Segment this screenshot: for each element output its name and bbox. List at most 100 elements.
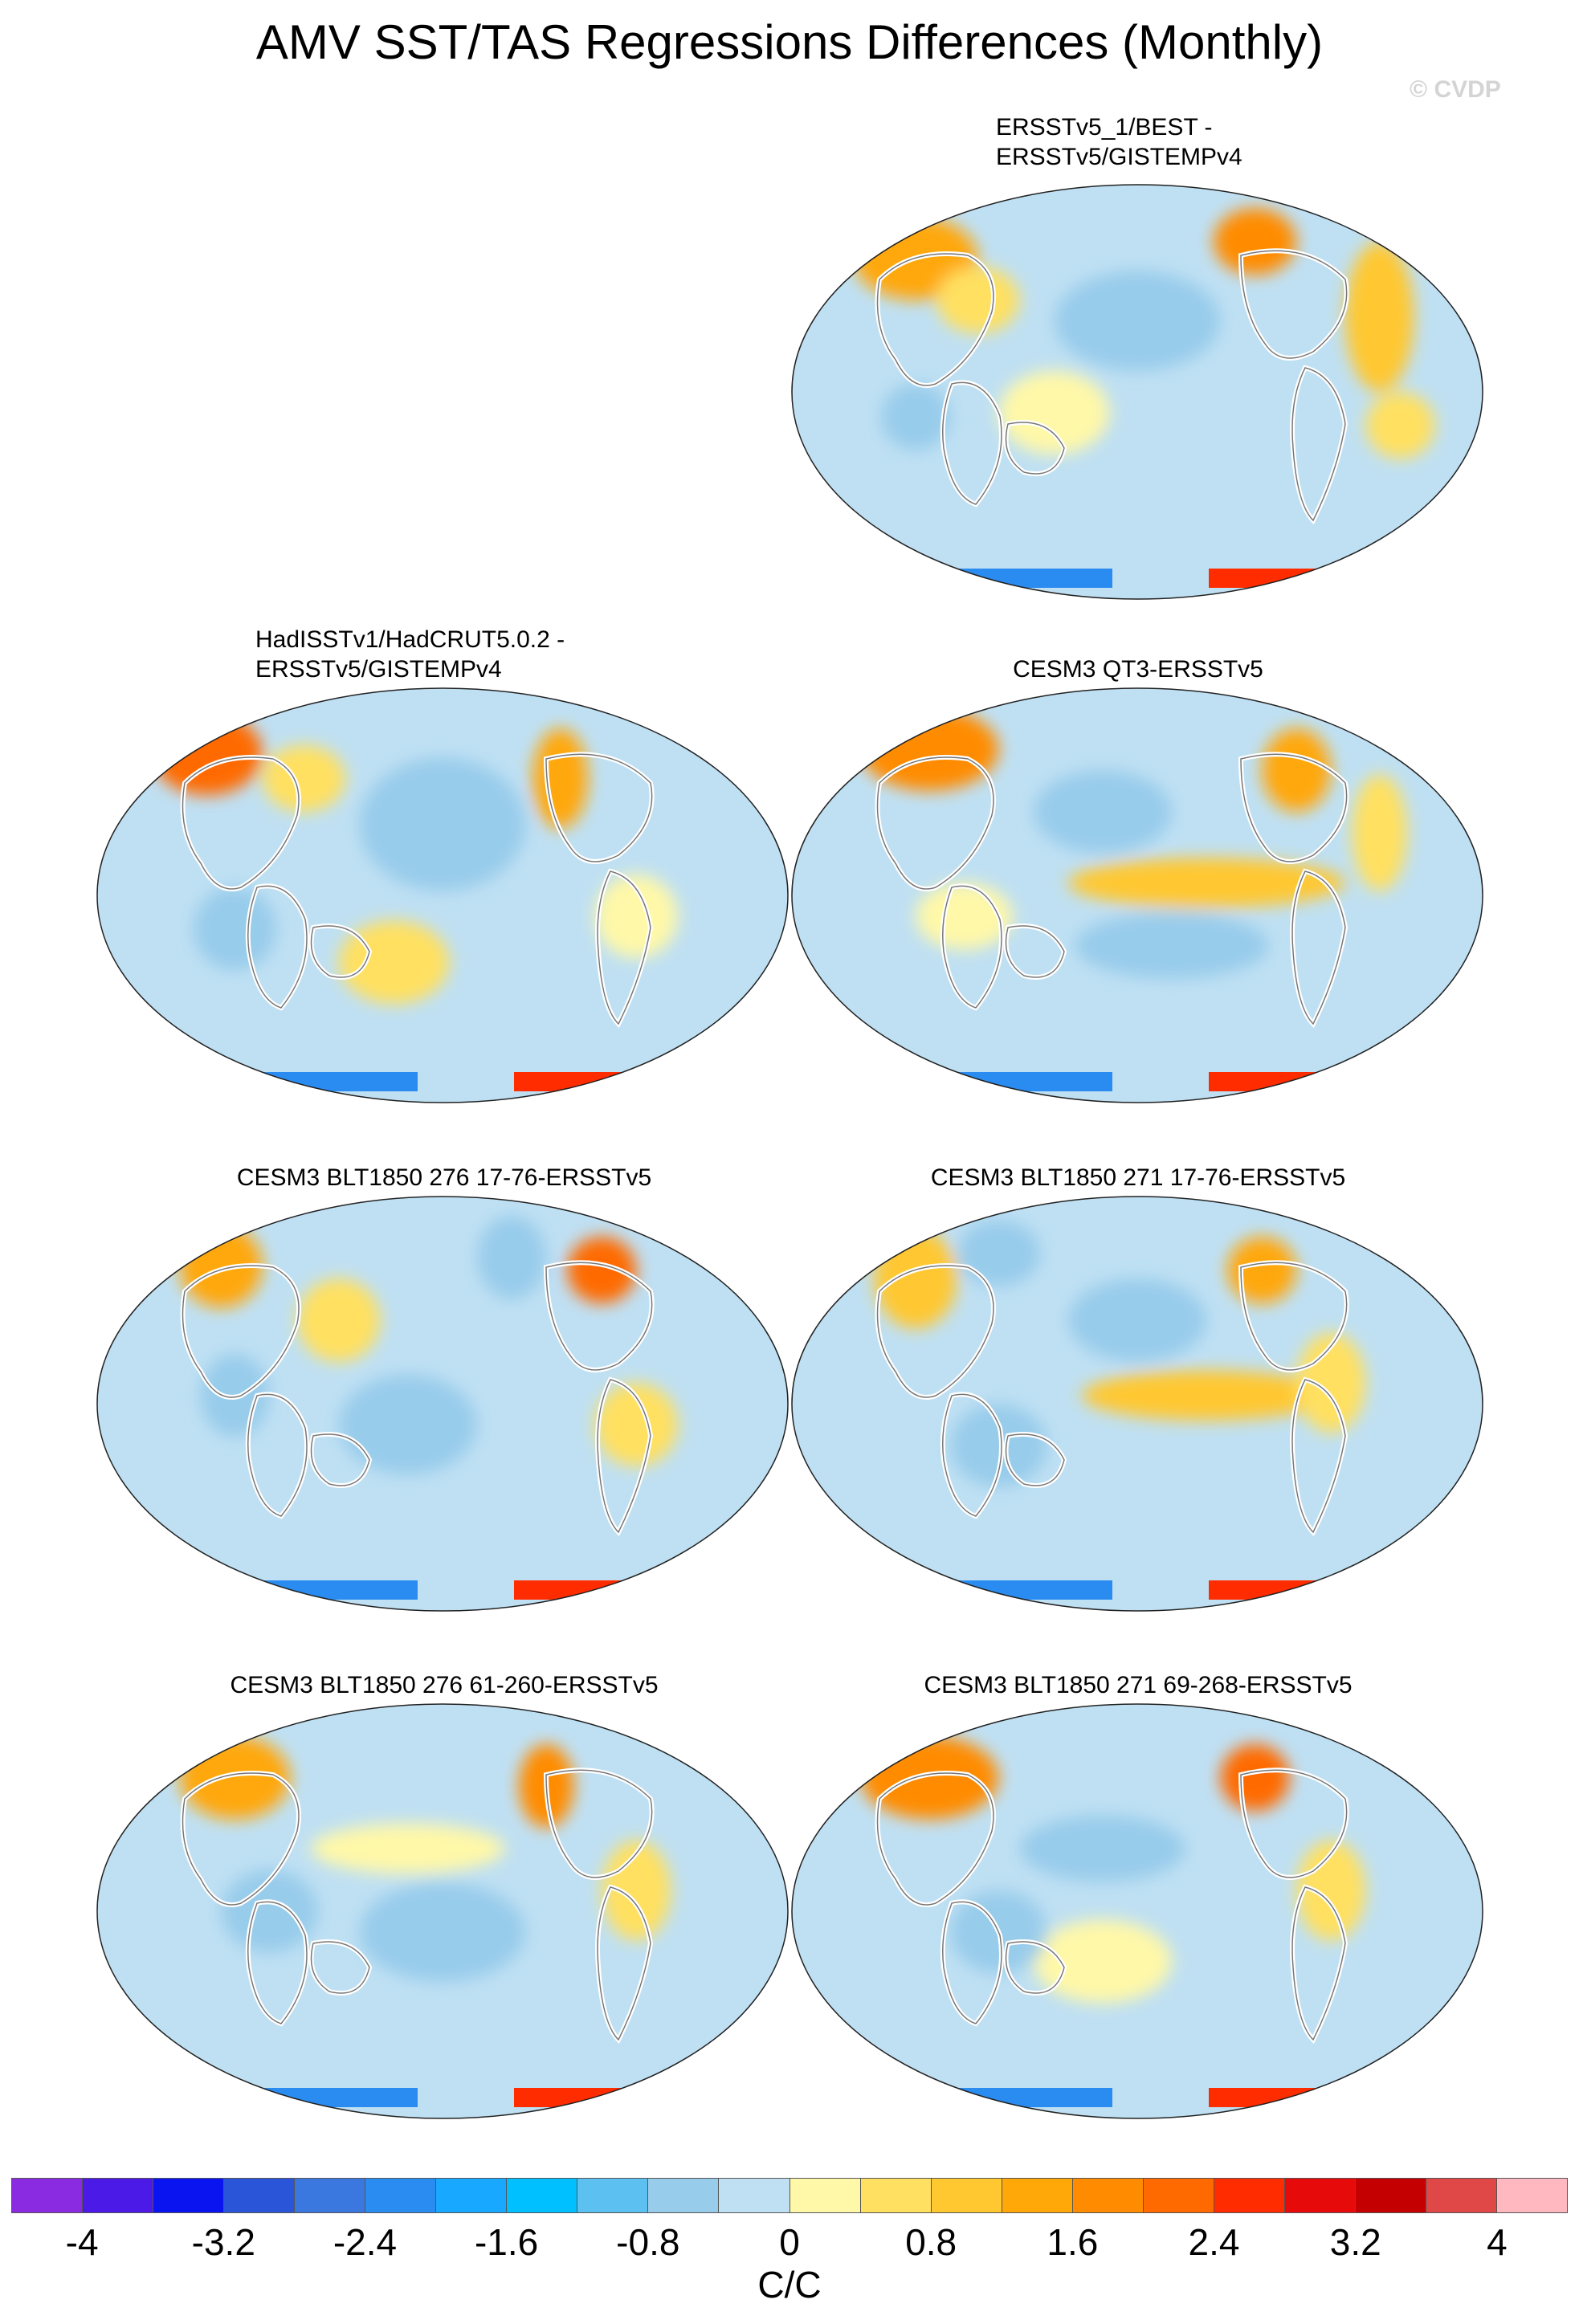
coastline [310, 1433, 370, 1486]
color-bar-cell [83, 2179, 154, 2212]
antarctic-strip [1209, 569, 1337, 588]
coastline [1005, 925, 1065, 978]
color-bar-tick-label: 0.8 [905, 2221, 957, 2263]
coastline [876, 1265, 994, 1398]
coastline [1240, 1769, 1348, 1878]
coastline [310, 925, 370, 978]
coastline [545, 753, 653, 862]
color-bar-cell [365, 2179, 437, 2212]
map-panel-3 [791, 687, 1483, 1104]
antarctic-strip [1209, 1072, 1337, 1091]
anomaly-blob [1262, 728, 1332, 812]
antarctic-strip [1209, 1580, 1337, 1600]
antarctic-strip [936, 569, 1112, 588]
anomaly-blob [1213, 208, 1297, 275]
coastline [942, 381, 1002, 505]
map-panel-5 [791, 1195, 1483, 1613]
anomaly-blob [221, 1869, 318, 1953]
coastline [1291, 367, 1346, 522]
coastline [1240, 250, 1348, 359]
color-bar-cell [12, 2179, 84, 2212]
antarctic-strip [241, 1072, 418, 1091]
color-bar-tick-label: 3.2 [1329, 2221, 1381, 2263]
coastline [545, 1262, 653, 1371]
antarctic-strip [936, 1580, 1112, 1600]
map-border [96, 1196, 789, 1612]
coastline [1291, 870, 1346, 1025]
world-map [96, 1196, 789, 1612]
coastline [942, 1393, 1002, 1517]
anomaly-blob [1033, 1919, 1173, 2004]
map-border [96, 687, 789, 1103]
panel-title-6: CESM3 BLT1850 276 61-260-ERSSTv5 [230, 1672, 659, 1698]
world-map [791, 184, 1483, 600]
panel-title-7: CESM3 BLT1850 271 69-268-ERSSTv5 [924, 1672, 1353, 1698]
anomaly-blob [1344, 241, 1414, 392]
color-bar-cell [1496, 2179, 1568, 2212]
color-bar-cell [1355, 2179, 1426, 2212]
color-bar-tick-label: -0.8 [616, 2221, 680, 2263]
map-border [791, 687, 1483, 1103]
color-bar [11, 2178, 1568, 2213]
antarctic-strip [514, 2088, 643, 2107]
map-panel-1 [791, 183, 1483, 601]
color-bar-cell [790, 2179, 861, 2212]
map-panel-4 [96, 1195, 789, 1613]
map-border [791, 1703, 1483, 2119]
color-bar-cell [1143, 2179, 1214, 2212]
coastline [1291, 1886, 1346, 2041]
color-bar-tick-label: 0 [779, 2221, 800, 2263]
anomaly-blob [957, 1220, 1041, 1287]
color-bar-cell [1426, 2179, 1497, 2212]
coastline [182, 1265, 300, 1398]
color-bar-tick-label: -3.2 [191, 2221, 255, 2263]
world-map [791, 1196, 1483, 1612]
color-bar-units: C/C [757, 2264, 822, 2306]
antarctic-strip [514, 1580, 643, 1600]
color-bar-tick-label: -2.4 [333, 2221, 398, 2263]
coastline [942, 1901, 1002, 2024]
anomaly-blob [359, 1882, 526, 1983]
anomaly-blob [338, 920, 450, 1005]
panel-title-4: CESM3 BLT1850 276 17-76-ERSSTv5 [236, 1164, 652, 1191]
anomaly-blob [860, 1735, 999, 1820]
coastline [182, 1772, 300, 1906]
panel-title-5: CESM3 BLT1850 271 17-76-ERSSTv5 [930, 1164, 1346, 1191]
anomaly-blob [594, 875, 679, 958]
coastline [310, 1941, 370, 1994]
anomaly-blob [1227, 1237, 1297, 1304]
anomaly-blob [151, 711, 263, 796]
color-bar-tick-label: 4 [1487, 2221, 1508, 2263]
coastline [597, 1886, 651, 2041]
anomaly-blob [1033, 770, 1173, 854]
color-bar-cell [577, 2179, 649, 2212]
color-bar-cell [1002, 2179, 1073, 2212]
color-bar-tick-label: -4 [65, 2221, 99, 2263]
coastline [876, 1772, 994, 1906]
color-bar-cell [931, 2179, 1002, 2212]
coastline [597, 870, 651, 1025]
anomaly-blob [1075, 911, 1269, 979]
color-bar-cell [507, 2179, 578, 2212]
anomaly-blob [359, 757, 526, 891]
panel-title-3: CESM3 QT3-ERSSTv5 [1013, 656, 1263, 683]
world-map [791, 1703, 1483, 2119]
anomaly-blob [1054, 271, 1221, 371]
anomaly-blob [262, 744, 346, 812]
map-panel-6 [96, 1702, 789, 2120]
coastline [597, 1379, 651, 1534]
anomaly-blob [1067, 1278, 1207, 1362]
color-bar-cell [860, 2179, 932, 2212]
color-bar-cell [295, 2179, 366, 2212]
world-map [96, 1703, 789, 2119]
map-border [791, 1196, 1483, 1612]
coastline [247, 1901, 308, 2024]
anomaly-blob [1352, 774, 1408, 891]
coastline [1240, 1262, 1348, 1371]
coastline [247, 1393, 308, 1517]
panel-title-1: ERSSTv5_1/BEST - ERSSTv5/GISTEMPv4 [996, 114, 1242, 170]
anomaly-blob [296, 1278, 381, 1362]
anomaly-blob [602, 1840, 671, 1941]
coastline [545, 1769, 653, 1878]
anomaly-blob [311, 1823, 505, 1874]
